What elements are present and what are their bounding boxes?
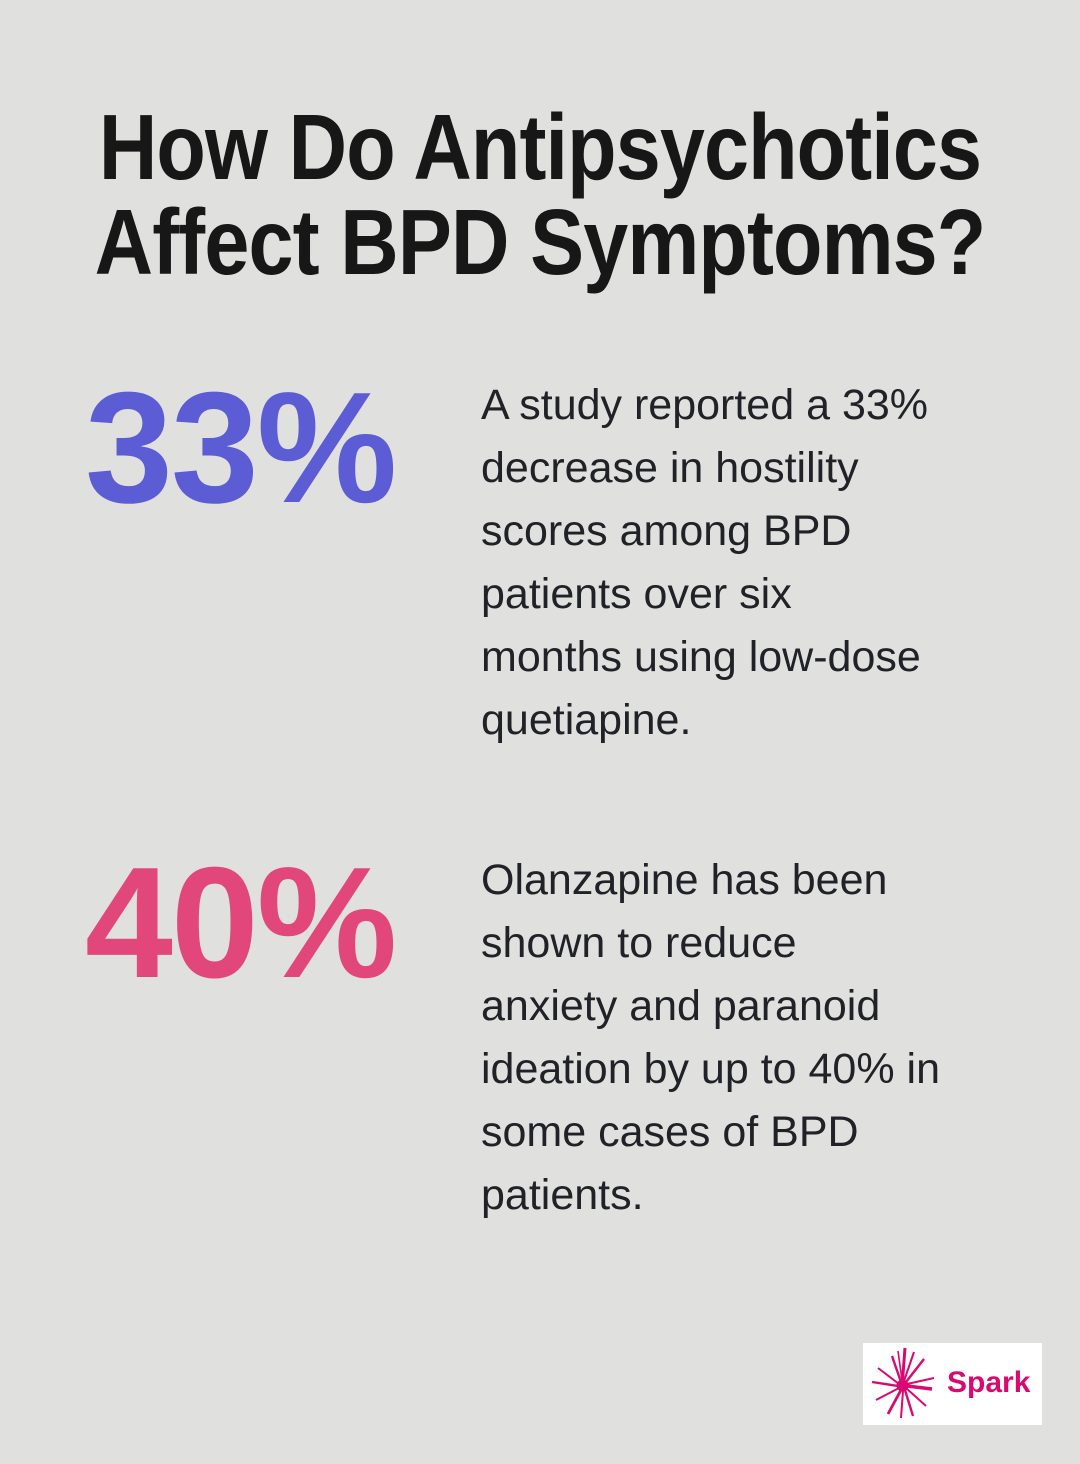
stat-row-olanzapine: 40% Olanzapine has been shown to reduce … bbox=[0, 844, 1080, 1227]
stat-description-olanzapine: Olanzapine has been shown to reduce anxi… bbox=[481, 856, 940, 1219]
stat-description-quetiapine: A study reported a 33% decrease in hosti… bbox=[481, 381, 929, 744]
title-line-2: Affect BPD Symptoms? bbox=[94, 190, 987, 294]
spark-logo-card: Spark bbox=[863, 1343, 1042, 1425]
title-line-1: How Do Antipsychotics bbox=[98, 95, 982, 199]
stat-value-33-percent: 33% bbox=[85, 360, 397, 536]
starburst-icon bbox=[871, 1347, 935, 1419]
page-title: How Do Antipsychotics Affect BPD Symptom… bbox=[70, 100, 1010, 290]
stat-row-quetiapine: 33% A study reported a 33% decrease in h… bbox=[0, 369, 1080, 752]
spark-wordmark: Spark bbox=[947, 1366, 1031, 1399]
stat-value-40-percent: 40% bbox=[85, 835, 397, 1011]
